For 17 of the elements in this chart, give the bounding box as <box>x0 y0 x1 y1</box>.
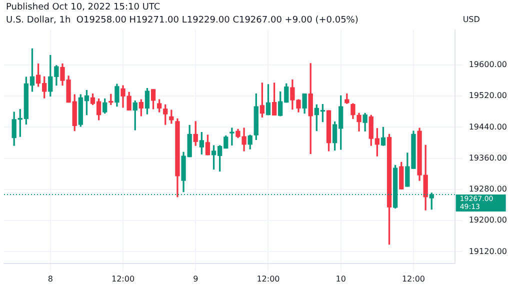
x-tick-label: 10 <box>336 274 346 284</box>
chart-subtitle: Published Oct 10, 2022 15:10 UTC <box>6 2 160 12</box>
y-tick-label: 19520.00 <box>468 91 507 100</box>
y-axis-title: USD <box>462 15 480 24</box>
candlestick <box>230 128 234 146</box>
y-tick-label: 19360.00 <box>468 153 507 162</box>
y-tick-label: 19440.00 <box>468 122 507 132</box>
x-tick-label: 12:00 <box>402 274 426 284</box>
chart-title: U.S. Dollar, 1h O19258.00 H19271.00 L19229.00 C19267.00 +9.00 (+0.05%) <box>6 15 358 26</box>
y-tick-label: 19600.00 <box>468 60 507 70</box>
x-tick-label: 9 <box>193 274 198 284</box>
x-tick-label: 12:00 <box>256 274 280 284</box>
x-tick-label: 12:00 <box>111 274 135 284</box>
y-tick-label: 19200.00 <box>468 216 507 225</box>
x-tick-label: 8 <box>48 274 53 284</box>
y-tick-label: 19280.00 <box>468 184 507 194</box>
y-tick-label: 19120.00 <box>468 246 507 256</box>
